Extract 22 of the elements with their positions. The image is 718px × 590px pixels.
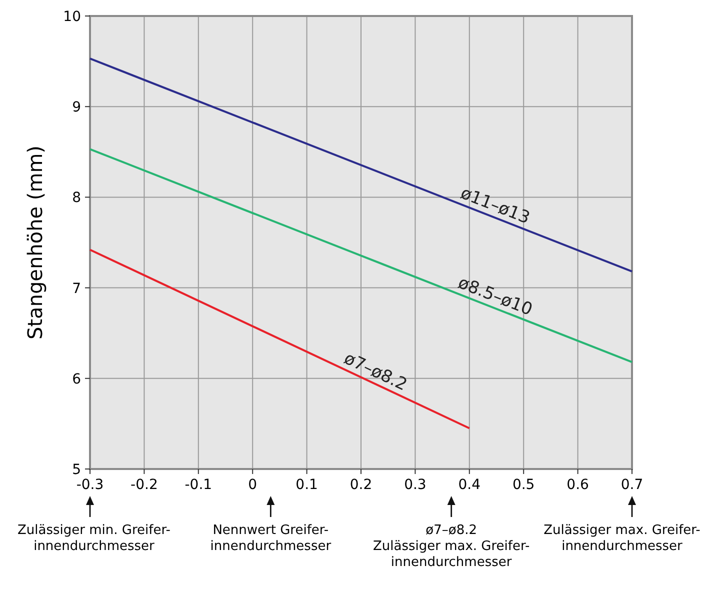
y-tick-label: 8 (72, 190, 81, 206)
x-tick-label: 0.7 (620, 477, 644, 493)
text: Zulässiger min. Greifer- innendurchmesser (18, 523, 171, 554)
y-tick-label: 6 (72, 371, 82, 388)
x-tick-label: 0.4 (458, 477, 481, 493)
text: ø7–ø8.2 Zulässiger max. Greifer- innendurchmesser (372, 523, 530, 570)
y-axis-title: Stangenhöhe (mm) (23, 146, 47, 340)
x-tick-label: -0.2 (130, 477, 158, 493)
y-tick-label: 7 (72, 280, 81, 297)
x-tick-label: -0.1 (184, 477, 212, 493)
x-tick-label: 0.3 (404, 477, 426, 493)
x-tick-label: -0.3 (76, 477, 104, 493)
text: Zulässiger max. Greifer- innendurchmesser (544, 523, 701, 554)
x-tick-label: 0.2 (350, 477, 372, 493)
text: Nennwert Greifer- innendurchmesser (210, 523, 332, 554)
y-tick-label: 9 (72, 100, 81, 116)
x-tick-label: 0 (248, 477, 258, 493)
x-tick-label: 0.5 (512, 477, 535, 493)
y-tick-label: 5 (72, 462, 81, 478)
x-tick-label: 0.1 (296, 477, 318, 493)
y-tick-label: 10 (63, 9, 81, 25)
x-tick-label: 0.6 (566, 477, 590, 493)
